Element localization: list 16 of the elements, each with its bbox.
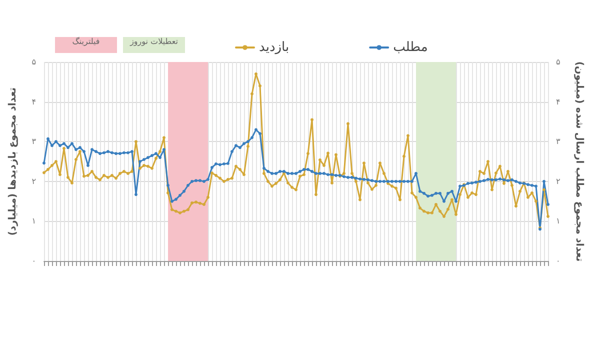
y2-axis-title: تعداد مجموع مطلب ارسال شده (میلیون) <box>574 61 584 262</box>
y2-tick-label: ۵ <box>556 58 560 66</box>
y2-tick-label: ۲ <box>556 176 560 186</box>
y2-tick-label: ۳ <box>556 137 561 146</box>
legend-label: بازدید <box>259 40 290 55</box>
y-tick-label: ۱ <box>32 216 36 226</box>
y2-tick-label: ۴ <box>556 97 560 106</box>
y-tick-label: ۰ <box>32 256 36 266</box>
y2-tick-label: ۱ <box>556 216 560 226</box>
y-tick-label: ۲ <box>32 176 36 186</box>
y-tick-label: ۳ <box>32 137 37 146</box>
y-tick-label: ۵ <box>32 58 36 66</box>
y-tick-label: ۴ <box>32 97 36 106</box>
y-axis-title: تعداد مجموع بازدیدها (میلیارد) <box>8 87 18 236</box>
legend-label: مطلب <box>393 40 428 55</box>
y2-tick-label: ۰ <box>556 256 560 266</box>
